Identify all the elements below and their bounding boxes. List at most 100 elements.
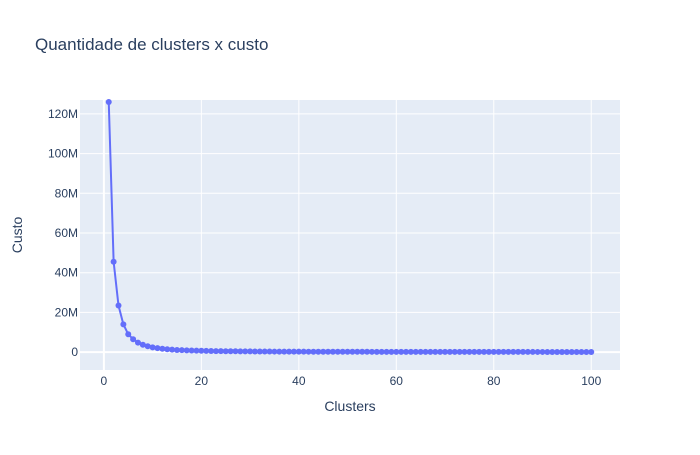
data-point	[310, 348, 317, 355]
data-point	[583, 348, 590, 355]
data-point	[373, 348, 380, 355]
data-point	[393, 348, 400, 355]
data-point	[427, 348, 434, 355]
data-point	[534, 348, 541, 355]
data-point	[398, 348, 405, 355]
data-point	[412, 348, 419, 355]
data-point	[178, 347, 185, 354]
data-point	[588, 348, 595, 355]
data-point	[349, 348, 356, 355]
data-point	[290, 348, 297, 355]
y-axis-title: Custo	[9, 217, 25, 254]
data-point	[578, 348, 585, 355]
data-point	[529, 348, 536, 355]
data-point	[193, 347, 200, 354]
data-point	[515, 348, 522, 355]
data-point	[329, 348, 336, 355]
data-point	[442, 348, 449, 355]
data-point	[364, 348, 371, 355]
data-point	[256, 348, 263, 355]
data-point	[315, 348, 322, 355]
data-point	[417, 348, 424, 355]
data-point	[544, 348, 551, 355]
data-point	[471, 348, 478, 355]
data-point	[212, 348, 219, 355]
data-point	[495, 348, 502, 355]
data-point	[437, 348, 444, 355]
y-tick-labels: 0 20M 40M 60M 80M 100M 120M	[48, 107, 78, 359]
data-point	[403, 348, 410, 355]
y-tick-label: 120M	[48, 107, 78, 121]
data-point	[188, 347, 195, 354]
data-point	[149, 344, 156, 351]
data-point	[432, 348, 439, 355]
data-point	[325, 348, 332, 355]
data-point	[159, 345, 166, 352]
data-point	[563, 348, 570, 355]
data-point	[520, 348, 527, 355]
data-point	[203, 347, 210, 354]
data-point	[524, 348, 531, 355]
data-point	[237, 348, 244, 355]
data-point	[305, 348, 312, 355]
y-tick-label: 0	[71, 345, 78, 359]
data-point	[554, 348, 561, 355]
x-tick-label: 20	[195, 374, 209, 388]
data-point	[485, 348, 492, 355]
data-point	[154, 345, 161, 352]
data-point	[549, 348, 556, 355]
data-point	[354, 348, 361, 355]
data-point	[169, 346, 176, 353]
y-tick-label: 60M	[55, 226, 78, 240]
data-point	[446, 348, 453, 355]
data-point	[456, 348, 463, 355]
x-tick-label: 100	[581, 374, 601, 388]
data-point	[115, 302, 122, 309]
data-point	[164, 346, 171, 353]
x-tick-label: 0	[101, 374, 108, 388]
data-point	[271, 348, 278, 355]
data-point	[198, 347, 205, 354]
data-point	[407, 348, 414, 355]
data-point	[222, 348, 229, 355]
data-point	[217, 348, 224, 355]
y-tick-label: 80M	[55, 186, 78, 200]
y-tick-label: 100M	[48, 147, 78, 161]
data-point	[130, 336, 137, 343]
data-point	[295, 348, 302, 355]
data-point	[388, 348, 395, 355]
data-point	[481, 348, 488, 355]
x-tick-labels: 0 20 40 60 80 100	[101, 374, 602, 388]
data-point	[539, 348, 546, 355]
grid-lines	[80, 100, 620, 370]
data-point	[451, 348, 458, 355]
data-point	[251, 348, 258, 355]
data-point	[261, 348, 268, 355]
data-point	[120, 321, 127, 328]
data-point	[208, 347, 215, 354]
x-tick-label: 60	[390, 374, 404, 388]
data-point	[461, 348, 468, 355]
data-point	[183, 347, 190, 354]
data-point	[300, 348, 307, 355]
data-point	[573, 348, 580, 355]
x-axis-title: Clusters	[324, 398, 375, 414]
data-point	[105, 98, 112, 105]
data-point	[378, 348, 385, 355]
data-point	[247, 348, 254, 355]
data-point	[334, 348, 341, 355]
data-point	[568, 348, 575, 355]
data-point	[359, 348, 366, 355]
data-point	[125, 331, 132, 338]
data-point	[476, 348, 483, 355]
data-point	[500, 348, 507, 355]
data-point	[559, 348, 566, 355]
data-point	[110, 258, 117, 265]
data-point	[510, 348, 517, 355]
data-point	[232, 348, 239, 355]
data-point	[286, 348, 293, 355]
data-point	[320, 348, 327, 355]
data-point	[139, 341, 146, 348]
